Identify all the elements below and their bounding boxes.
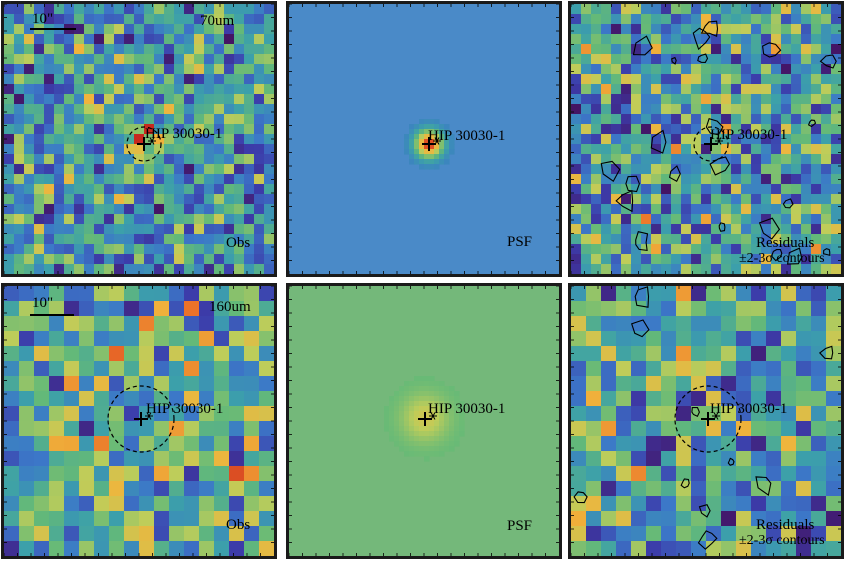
panel-160um-psf: HIP 30030-1 PSF: [286, 283, 562, 559]
target-label: HIP 30030-1: [428, 401, 506, 417]
scale-bar: [30, 314, 74, 316]
panel-label: Obs: [226, 235, 251, 251]
axis-ticks: [289, 286, 559, 556]
pixel-grid: [4, 4, 274, 274]
source-markers: [107, 385, 175, 453]
target-label: HIP 30030-1: [428, 128, 506, 144]
panel-label: PSF: [507, 518, 533, 534]
residual-contours: [600, 20, 837, 265]
scale-label: 10": [32, 11, 54, 27]
target-label: HIP 30030-1: [710, 127, 788, 143]
pixel-grid: [4, 286, 274, 556]
scale-bar: [30, 28, 76, 30]
target-label: HIP 30030-1: [146, 401, 224, 417]
axis-ticks: [289, 4, 559, 274]
image-160um-observed: [4, 286, 274, 556]
panel-label: Residuals: [756, 517, 815, 533]
source-markers: [126, 126, 162, 162]
panel-70um-residuals: HIP 30030-1 Residuals ±2-3σ contours: [568, 1, 844, 277]
image-70um-observed: [4, 4, 274, 274]
panel-70um-psf: HIP 30030-1 PSF: [286, 1, 562, 277]
source-markers: [418, 412, 437, 426]
panel-70um-observed: 10" 70um HIP 30030-1 Obs: [1, 1, 277, 277]
axis-ticks: [4, 286, 274, 556]
contours-label: ±2-3σ contours: [739, 533, 825, 548]
image-70um-psf: [289, 4, 559, 274]
panel-160um-residuals: HIP 30030-1 Residuals ±2-3σ contours: [568, 283, 844, 559]
image-160um-residuals: [571, 286, 841, 556]
panel-label: PSF: [507, 234, 533, 250]
panel-label: Obs: [226, 517, 251, 533]
scale-label: 10": [32, 295, 54, 311]
contours-label: ±2-3σ contours: [739, 251, 825, 266]
axis-ticks: [571, 286, 841, 556]
image-160um-psf: [289, 286, 559, 556]
panel-label: Residuals: [756, 235, 815, 251]
panel-160um-observed: 10" 160um HIP 30030-1 Obs: [1, 283, 277, 559]
residual-contours: [573, 286, 834, 550]
source-markers: [693, 126, 729, 162]
pixel-grid: [571, 4, 841, 274]
pixel-grid: [571, 286, 841, 556]
target-label: HIP 30030-1: [710, 401, 788, 417]
axis-ticks: [571, 4, 841, 274]
band-label: 160um: [209, 299, 251, 315]
source-markers: [674, 385, 742, 453]
image-70um-residuals: [571, 4, 841, 274]
target-label: HIP 30030-1: [145, 126, 223, 142]
axis-ticks: [4, 4, 274, 274]
band-label: 70um: [200, 13, 235, 29]
source-markers: [422, 137, 441, 151]
